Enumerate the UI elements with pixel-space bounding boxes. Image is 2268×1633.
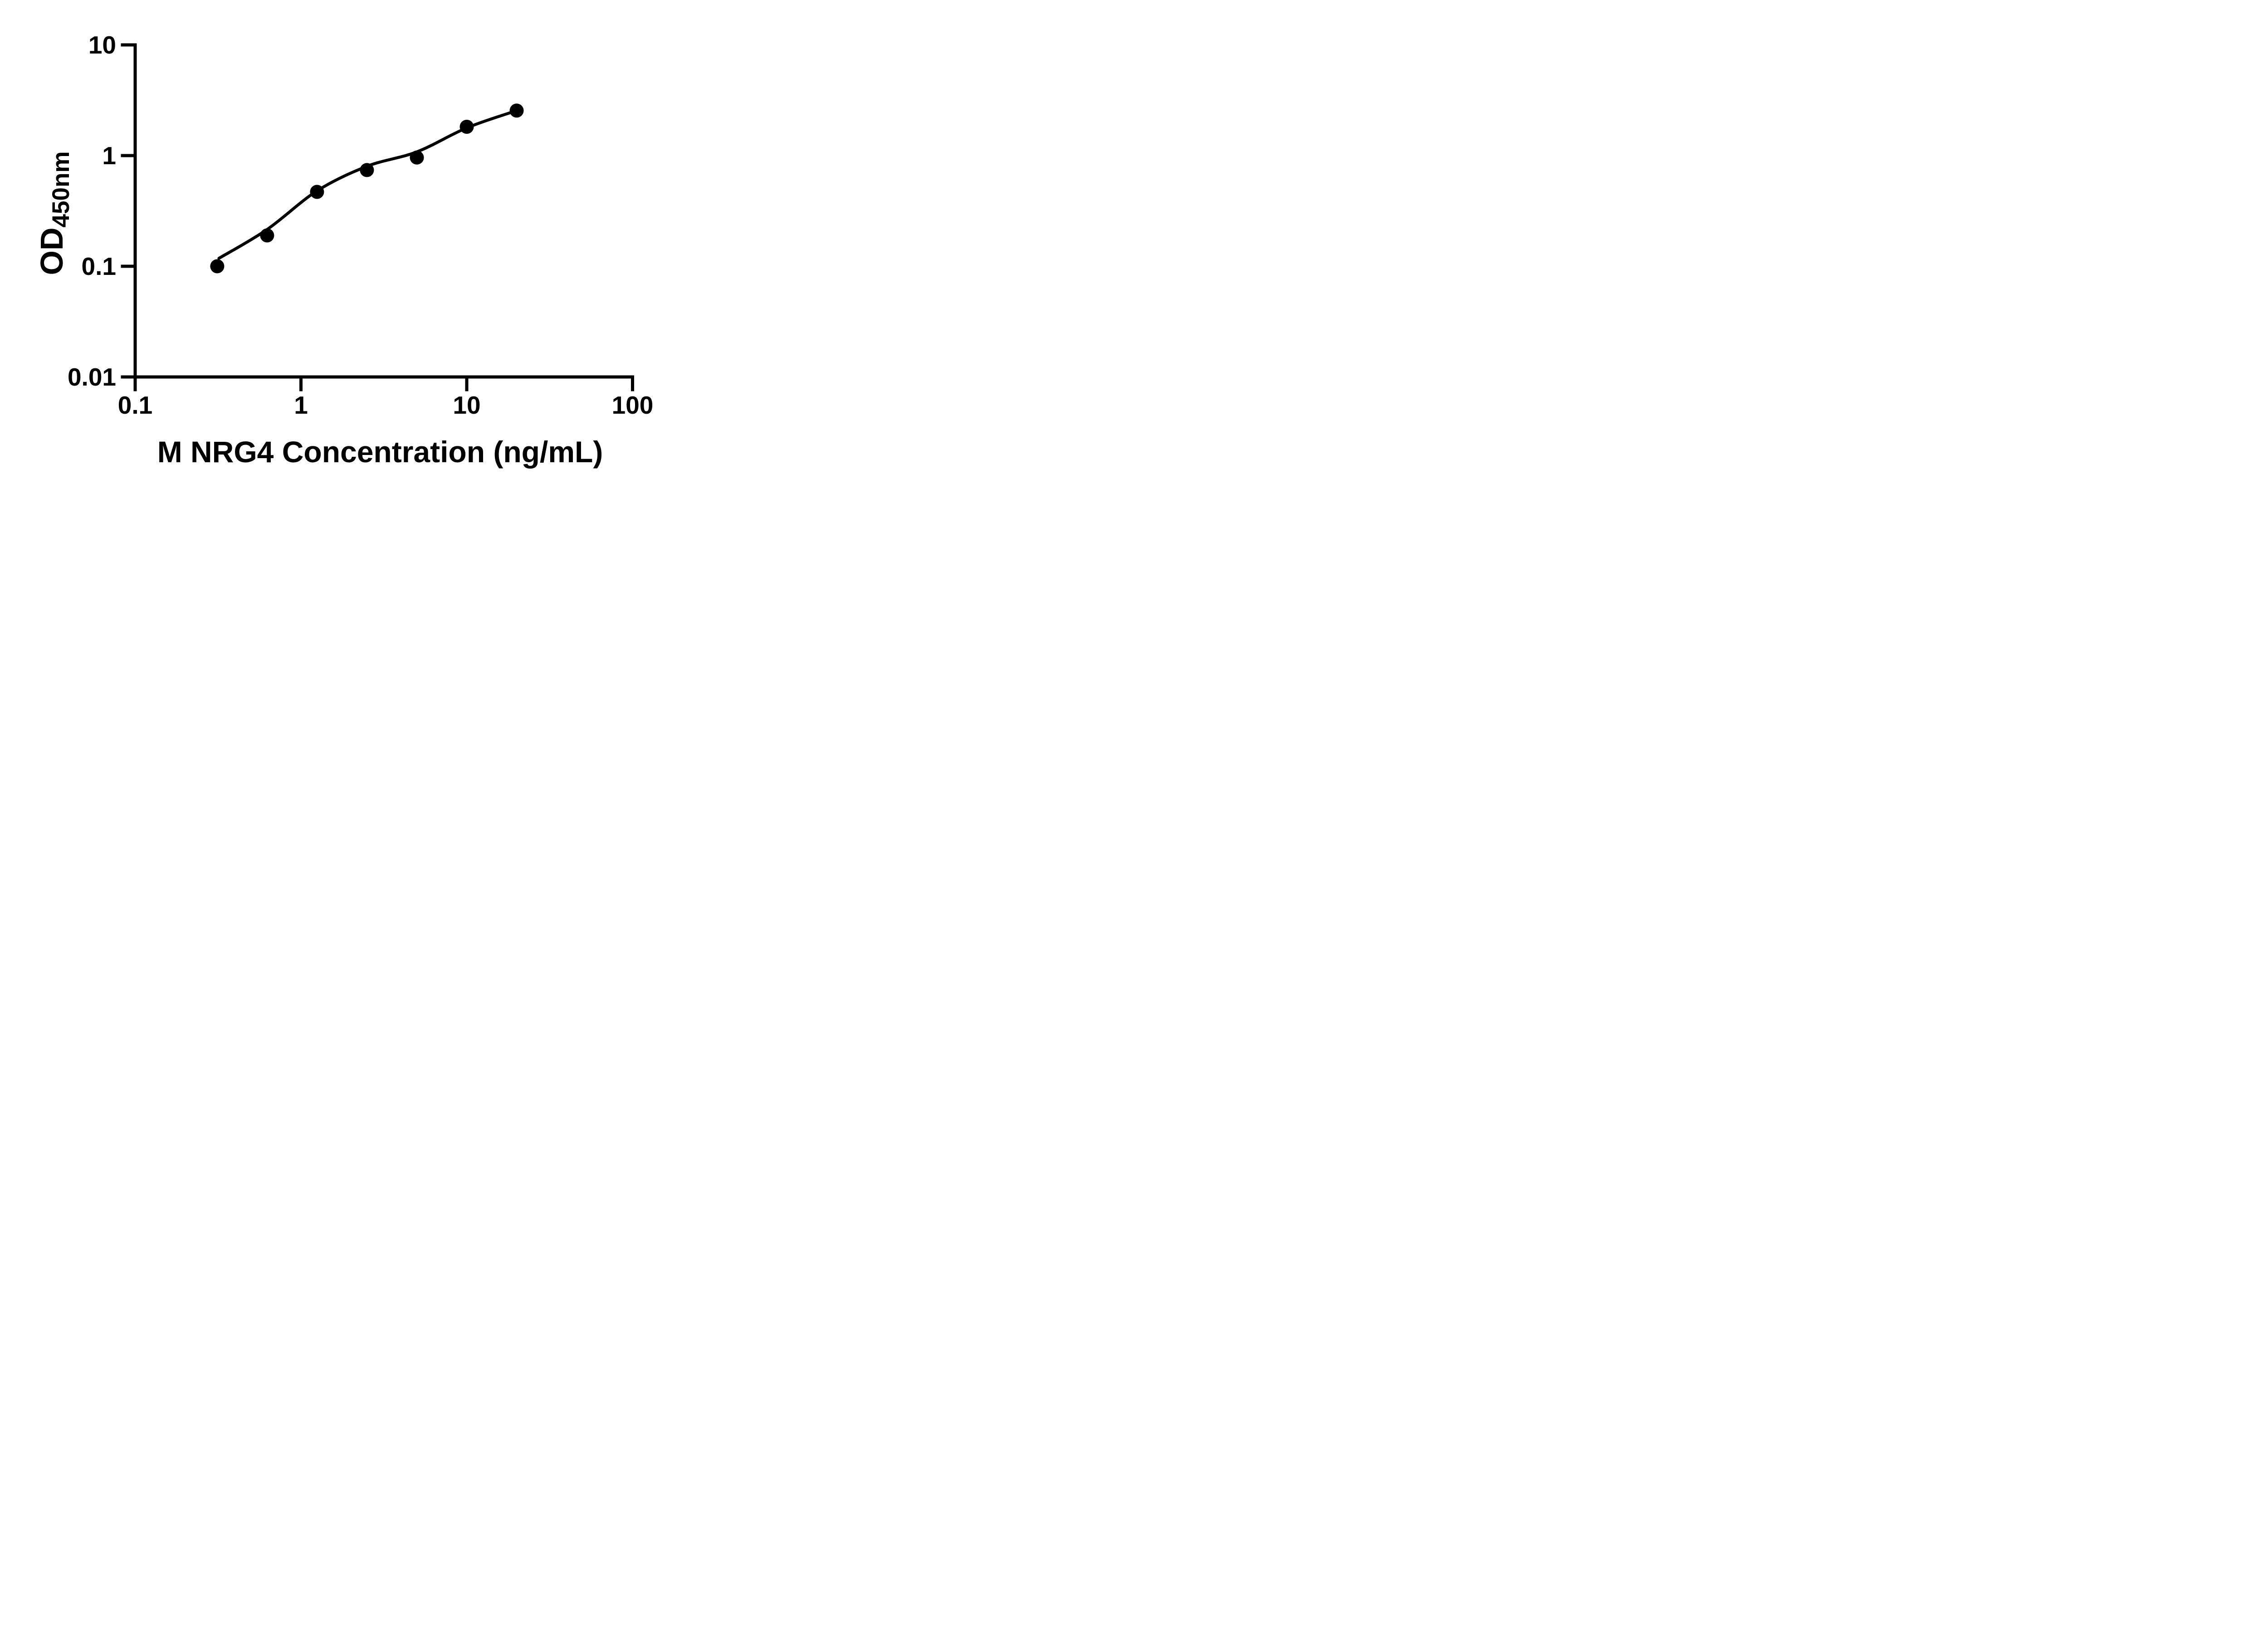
x-tick-label: 10: [453, 391, 480, 419]
data-point-marker: [260, 228, 274, 243]
y-axis-title-subscript: 450nm: [48, 152, 74, 228]
x-tick-label: 1: [294, 391, 308, 419]
data-point-marker: [310, 185, 324, 199]
data-point-layer: [210, 103, 524, 274]
y-tick-label: 10: [88, 31, 116, 59]
x-axis-title: M NRG4 Concentration (ng/mL): [157, 435, 603, 469]
x-tick-label: 100: [612, 391, 654, 419]
y-tick-label: 1: [102, 142, 116, 170]
data-point-marker: [410, 150, 424, 165]
x-tick-label: 0.1: [118, 391, 152, 419]
y-tick-label: 0.1: [82, 252, 116, 280]
y-axis-title: OD450nm: [34, 152, 74, 275]
y-axis-title-main: OD: [34, 227, 69, 275]
axes: [121, 43, 634, 391]
data-point-marker: [360, 163, 374, 177]
y-tick-label: 0.01: [68, 363, 116, 391]
data-point-marker: [459, 120, 474, 134]
data-point-marker: [509, 103, 524, 118]
data-point-marker: [210, 259, 225, 274]
elisa-standard-curve-figure: 10 1 0.1 0.01 0.1 1 10 100 M NRG4 Concentration…: [0, 0, 700, 490]
